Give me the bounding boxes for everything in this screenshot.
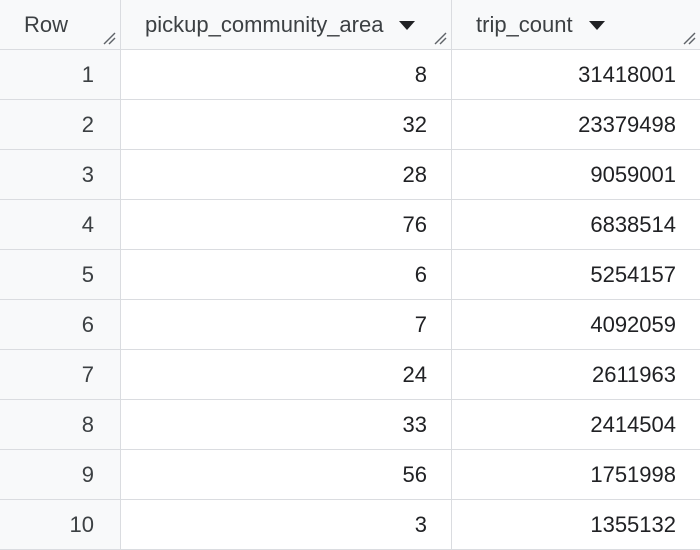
row-number: 7 xyxy=(0,350,121,399)
column-header-trip-count[interactable]: trip_count xyxy=(452,0,700,49)
table-row[interactable]: 4 76 6838514 xyxy=(0,200,700,250)
row-number: 9 xyxy=(0,450,121,499)
sort-down-icon[interactable] xyxy=(588,21,605,30)
pickup-community-area-cell[interactable]: 6 xyxy=(121,250,452,299)
column-header-label: Row xyxy=(24,11,69,37)
table-row[interactable]: 1 8 31418001 xyxy=(0,50,700,100)
trip-count-cell[interactable]: 23379498 xyxy=(578,111,676,137)
row-number: 4 xyxy=(0,200,121,249)
resize-handle-icon[interactable] xyxy=(682,31,696,45)
table-row[interactable]: 2 32 23379498 xyxy=(0,100,700,150)
row-number: 8 xyxy=(0,400,121,449)
table-row[interactable]: 5 6 5254157 xyxy=(0,250,700,300)
trip-count-cell[interactable]: 1355132 xyxy=(590,511,676,537)
row-number: 2 xyxy=(0,100,121,149)
resize-handle-icon[interactable] xyxy=(102,31,116,45)
trip-count-cell[interactable]: 1751998 xyxy=(590,461,676,487)
pickup-community-area-cell[interactable]: 8 xyxy=(121,50,452,99)
row-number: 5 xyxy=(0,250,121,299)
trip-count-cell[interactable]: 9059001 xyxy=(590,161,676,187)
table-row[interactable]: 8 33 2414504 xyxy=(0,400,700,450)
row-number: 10 xyxy=(0,500,121,549)
pickup-community-area-cell[interactable]: 32 xyxy=(121,100,452,149)
column-header-pickup-community-area[interactable]: pickup_community_area xyxy=(121,0,452,49)
pickup-community-area-cell[interactable]: 76 xyxy=(121,200,452,249)
table-row[interactable]: 10 3 1355132 xyxy=(0,500,700,550)
sort-down-icon[interactable] xyxy=(399,21,416,30)
row-number: 6 xyxy=(0,300,121,349)
trip-count-cell[interactable]: 31418001 xyxy=(578,61,676,87)
column-header-label: trip_count xyxy=(476,11,573,37)
table-row[interactable]: 3 28 9059001 xyxy=(0,150,700,200)
column-header-label: pickup_community_area xyxy=(145,11,384,37)
row-number: 1 xyxy=(0,50,121,99)
trip-count-cell[interactable]: 2414504 xyxy=(590,411,676,437)
trip-count-cell[interactable]: 6838514 xyxy=(590,211,676,237)
column-header-row[interactable]: Row xyxy=(0,0,121,49)
pickup-community-area-cell[interactable]: 56 xyxy=(121,450,452,499)
resize-handle-icon[interactable] xyxy=(433,31,447,45)
table-row[interactable]: 9 56 1751998 xyxy=(0,450,700,500)
pickup-community-area-cell[interactable]: 24 xyxy=(121,350,452,399)
trip-count-cell[interactable]: 4092059 xyxy=(590,311,676,337)
trip-count-cell[interactable]: 5254157 xyxy=(590,261,676,287)
pickup-community-area-cell[interactable]: 3 xyxy=(121,500,452,549)
table-row[interactable]: 7 24 2611963 xyxy=(0,350,700,400)
table-row[interactable]: 6 7 4092059 xyxy=(0,300,700,350)
trip-count-cell[interactable]: 2611963 xyxy=(591,361,676,387)
pickup-community-area-cell[interactable]: 33 xyxy=(121,400,452,449)
table-header: Row pickup_community_area trip_count xyxy=(0,0,700,50)
row-number: 3 xyxy=(0,150,121,199)
pickup-community-area-cell[interactable]: 28 xyxy=(121,150,452,199)
pickup-community-area-cell[interactable]: 7 xyxy=(121,300,452,349)
